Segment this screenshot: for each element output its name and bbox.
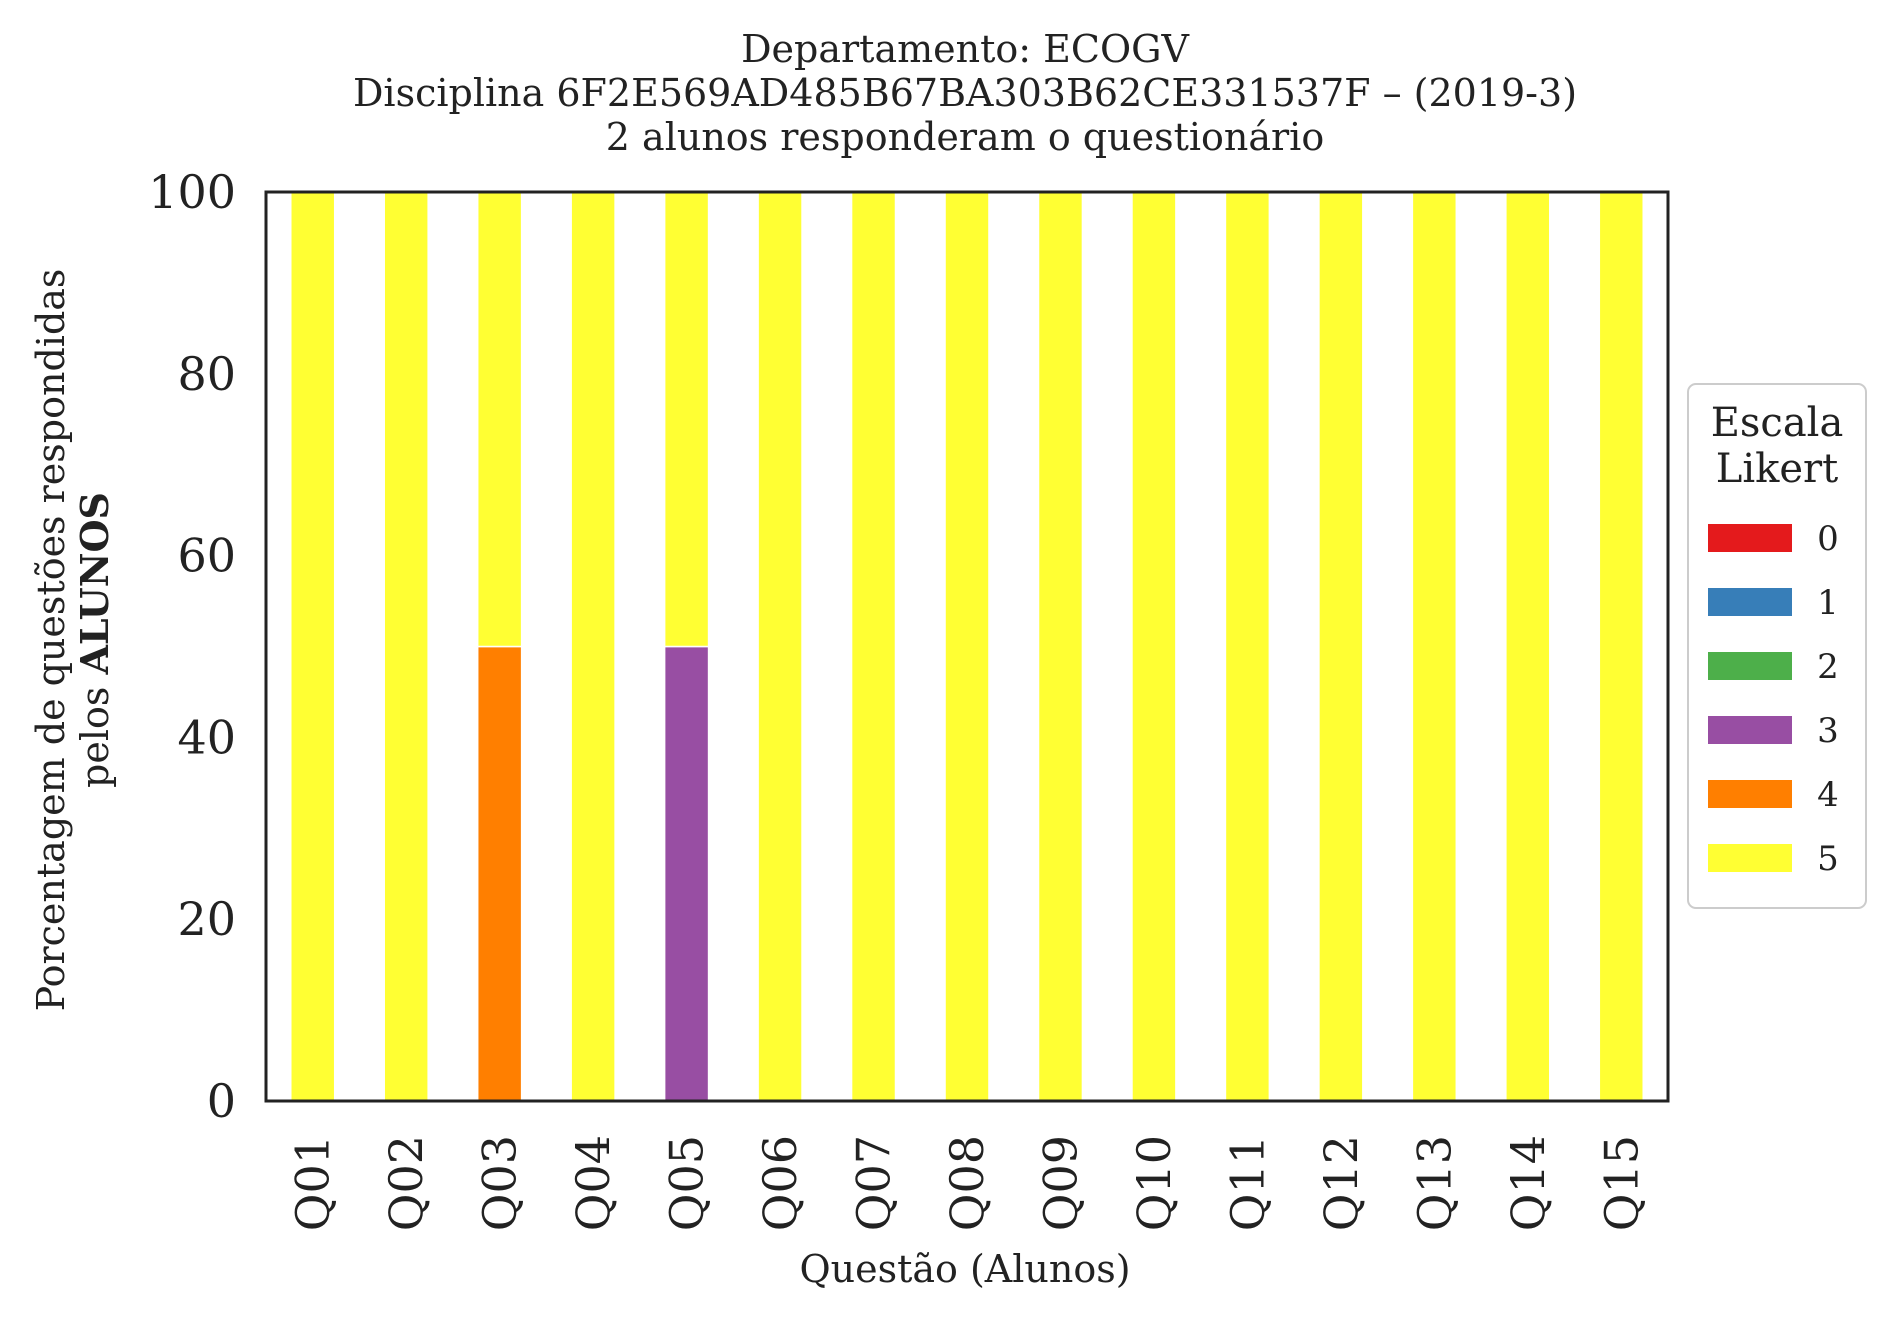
legend-label: 5 xyxy=(1817,839,1839,879)
legend-label: 0 xyxy=(1817,519,1839,559)
y-axis-ticks: 0 20 40 60 80 100 xyxy=(148,165,236,1128)
y-axis-label-line1: Porcentagem de questões respondidas xyxy=(29,269,73,1012)
y-tick-label: 20 xyxy=(177,892,236,946)
legend-swatch xyxy=(1708,844,1792,872)
legend-title: Likert xyxy=(1716,446,1838,492)
plot-frame xyxy=(264,190,1670,1103)
bar-segment xyxy=(1037,191,1084,1102)
bar-segment xyxy=(850,191,897,1102)
x-tick-label: Q15 xyxy=(1594,1135,1648,1231)
y-tick-label: 0 xyxy=(207,1074,236,1128)
x-tick-label: Q07 xyxy=(847,1135,901,1231)
x-tick-label: Q02 xyxy=(379,1135,433,1231)
legend-title: Escala xyxy=(1711,400,1844,446)
legend-swatch xyxy=(1708,780,1792,808)
x-tick-label: Q06 xyxy=(753,1135,807,1231)
bar-segment xyxy=(757,191,803,1102)
bar-segment xyxy=(944,191,990,1102)
legend-swatch xyxy=(1708,524,1792,552)
chart-title-line: Departamento: ECOGV xyxy=(741,27,1189,71)
chart-title-line: 2 alunos responderam o questionário xyxy=(606,115,1324,159)
legend-label: 1 xyxy=(1817,583,1839,623)
bar-segment xyxy=(663,645,710,1102)
x-tick-label: Q04 xyxy=(566,1135,620,1231)
legend-swatch xyxy=(1708,716,1792,744)
y-axis-label-line2: pelos ALUNOS xyxy=(72,492,117,788)
legend-box xyxy=(1687,383,1867,909)
x-tick-label: Q11 xyxy=(1220,1135,1274,1231)
x-tick-label: Q10 xyxy=(1127,1135,1181,1231)
plot-area xyxy=(264,190,1670,1103)
x-tick-label: Q09 xyxy=(1033,1135,1087,1231)
x-axis-ticks: Q01 Q02 Q03 Q04 Q05 Q06 Q07 Q08 Q09 Q10 Q11 Q12 Q13 Q… xyxy=(286,1135,1649,1231)
legend-label: 3 xyxy=(1817,711,1839,751)
x-tick-label: Q01 xyxy=(286,1135,340,1231)
x-tick-label: Q12 xyxy=(1314,1135,1368,1231)
legend-label: 2 xyxy=(1817,647,1839,687)
bar-segment xyxy=(1598,191,1644,1102)
y-tick-label: 80 xyxy=(177,347,236,401)
y-axis-label-bold: ALUNOS xyxy=(72,492,117,676)
bar-segment xyxy=(476,645,523,1102)
x-tick-label: Q14 xyxy=(1501,1135,1555,1231)
bar-segment xyxy=(1505,191,1551,1102)
x-tick-label: Q08 xyxy=(940,1135,994,1231)
x-axis-label: Questão (Alunos) xyxy=(799,1247,1130,1291)
bar-segment xyxy=(290,191,336,1102)
bar-segment xyxy=(1411,191,1458,1102)
legend-label: 4 xyxy=(1817,775,1839,815)
bar-segment xyxy=(1224,191,1271,1102)
y-tick-label: 100 xyxy=(148,165,236,219)
bar-segment xyxy=(570,191,616,1102)
bar-segment xyxy=(476,191,523,648)
x-tick-label: Q05 xyxy=(660,1135,714,1231)
y-axis-label-prefix: pelos xyxy=(73,675,117,788)
bar-segment xyxy=(1318,191,1364,1102)
y-tick-label: 60 xyxy=(177,529,236,583)
legend-swatch xyxy=(1708,588,1792,616)
legend-swatch xyxy=(1708,652,1792,680)
x-tick-label: Q03 xyxy=(473,1135,527,1231)
chart-title-line: Disciplina 6F2E569AD485B67BA303B62CE3315… xyxy=(353,71,1577,115)
y-axis-label: Porcentagem de questões respondidas pelo… xyxy=(29,269,117,1012)
bar-segment xyxy=(1131,191,1177,1102)
bar-segment xyxy=(383,191,429,1102)
bar-segment xyxy=(663,191,710,648)
y-tick-label: 40 xyxy=(177,710,236,764)
x-tick-label: Q13 xyxy=(1407,1135,1461,1231)
